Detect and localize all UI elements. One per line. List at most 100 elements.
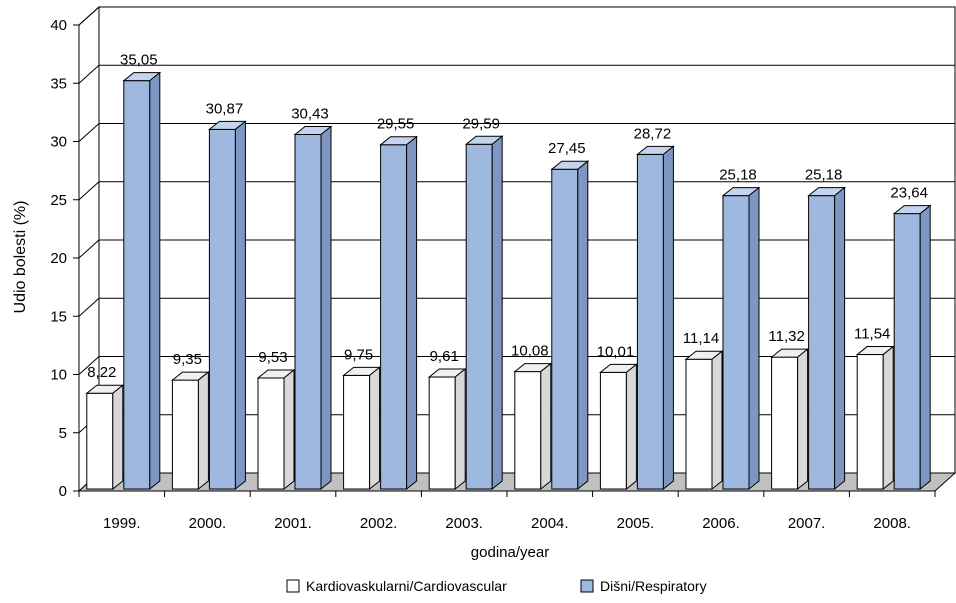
gridline-side [78, 64, 100, 84]
data-labels: 8,22 35,05 9,35 30,87 9,53 30,43 9,75 29,55 9,61… [87, 52, 928, 382]
bar-side [711, 350, 723, 491]
bar [598, 363, 638, 491]
bar-front [893, 213, 921, 490]
x-axis-label: godina/year [471, 544, 549, 561]
data-label: 10,08 [511, 343, 549, 360]
bar [427, 368, 467, 491]
bar-side [540, 362, 552, 491]
bar [721, 186, 761, 491]
y-tick-label: 5 [59, 425, 67, 442]
bar [513, 362, 553, 491]
x-tick-label: 2004. [531, 515, 569, 532]
x-tick-label: 1999. [103, 515, 141, 532]
data-label: 25,18 [719, 167, 757, 184]
bar [256, 368, 296, 491]
bar-front [343, 374, 371, 490]
bar-front [771, 356, 799, 490]
bar [770, 348, 810, 491]
bar [379, 135, 419, 491]
bar-front [294, 133, 322, 490]
bar [464, 135, 504, 491]
data-label: 11,32 [768, 328, 804, 345]
legend-label-respiratory: Dišni/Respiratory [600, 578, 707, 594]
bar-front [86, 392, 114, 490]
bar [550, 160, 590, 491]
bars [85, 71, 932, 491]
y-tick-labels: 0 5 10 15 20 25 30 35 40 [50, 17, 67, 500]
bar-side [919, 204, 931, 491]
gridline-side [78, 6, 100, 26]
bar-front [171, 379, 199, 490]
bar [855, 345, 895, 491]
data-label: 11,14 [683, 330, 719, 347]
x-tick-label: 2006. [702, 515, 740, 532]
gridline-side [78, 123, 100, 142]
data-label: 30,43 [291, 105, 329, 122]
bar-front [722, 195, 750, 490]
data-label: 9,61 [430, 348, 459, 365]
data-label: 8,22 [87, 364, 116, 381]
data-label: 10,01 [597, 343, 635, 360]
bar-side [369, 366, 381, 491]
bar [342, 366, 382, 491]
data-label: 9,35 [173, 351, 202, 368]
bar-side [320, 125, 332, 491]
gridline-side [78, 239, 100, 259]
bar-front [636, 153, 664, 490]
bar-front [551, 168, 579, 490]
bar [207, 120, 247, 491]
bar-side [454, 368, 466, 491]
gridline-side [78, 181, 100, 201]
bar-front [123, 80, 151, 490]
bar [635, 145, 675, 491]
x-tick-label: 2001. [274, 515, 312, 532]
bar-side [662, 145, 674, 491]
bar [122, 71, 162, 491]
bar-side [197, 371, 209, 491]
data-label: 27,45 [548, 140, 586, 157]
bar-side [283, 368, 295, 491]
bar-front [380, 144, 408, 490]
bar-front [514, 371, 542, 490]
bar-side [406, 135, 418, 491]
bar-front [428, 376, 456, 490]
legend-swatch-respiratory [580, 579, 594, 593]
bar-side [748, 186, 760, 491]
bar [170, 371, 210, 491]
legend-swatch-cardiovascular [286, 579, 300, 593]
data-label: 35,05 [120, 52, 158, 69]
y-tick-label: 40 [50, 17, 67, 34]
y-tick-label: 10 [50, 367, 67, 384]
bar-front [257, 377, 285, 490]
bar [85, 384, 125, 491]
y-tick-label: 15 [50, 308, 67, 325]
bar-front [856, 354, 884, 490]
data-label: 11,54 [854, 326, 890, 343]
bar-side [149, 71, 161, 491]
data-label: 30,87 [206, 100, 244, 117]
x-tick-label: 2007. [788, 515, 826, 532]
data-label: 29,55 [377, 116, 415, 133]
x-tick-label: 2002. [360, 515, 398, 532]
bar-side [491, 135, 503, 491]
bar-side [112, 384, 124, 491]
bar-front [599, 371, 627, 490]
legend-label-cardiovascular: Kardiovaskularni/Cardiovascular [306, 578, 507, 594]
bar-front [685, 358, 713, 490]
y-tick-label: 0 [59, 483, 67, 500]
x-tick-labels: 1999. 2000. 2001. 2002. 2003. 2004. 2005. 2006.… [103, 515, 911, 532]
axes [73, 24, 936, 497]
y-tick-label: 25 [50, 192, 67, 209]
x-tick-label: 2008. [873, 515, 911, 532]
y-tick-label: 30 [50, 134, 67, 151]
bar [807, 186, 847, 491]
bar-front [465, 143, 493, 490]
bar [892, 204, 932, 491]
gridline-side [78, 297, 100, 317]
y-tick-label: 20 [50, 250, 67, 267]
x-tick-label: 2005. [617, 515, 655, 532]
bar-side [882, 345, 894, 491]
y-axis-label: Udio bolesti (%) [12, 201, 29, 314]
data-label: 29,59 [462, 115, 500, 132]
